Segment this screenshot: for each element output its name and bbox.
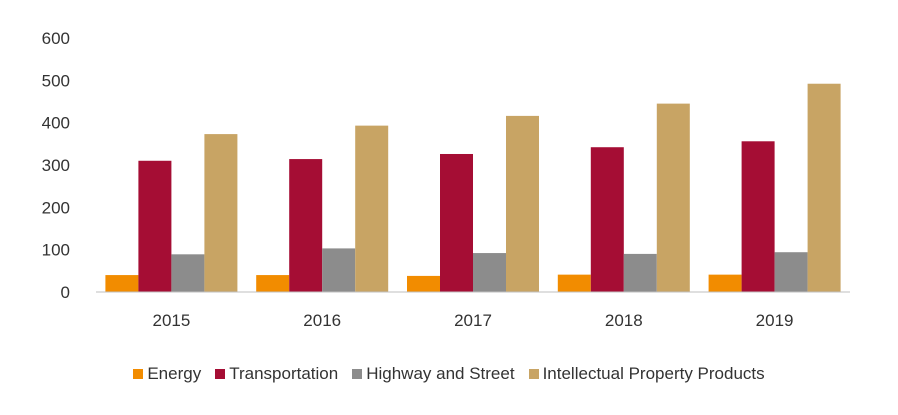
legend-item: Transportation — [215, 364, 338, 384]
legend-swatch — [528, 369, 539, 379]
bar — [322, 248, 356, 292]
bar — [774, 252, 808, 292]
bar — [171, 254, 205, 292]
bar — [623, 253, 657, 292]
legend: Energy Transportation Highway and Street In… — [0, 364, 898, 384]
x-tick-label: 2018 — [605, 311, 643, 330]
bar — [506, 115, 539, 292]
bar — [256, 275, 290, 292]
y-axis-ticks: 0 100 200 300 400 500 600 — [42, 29, 70, 302]
legend-item: Highway and Street — [352, 364, 515, 384]
bar — [440, 153, 473, 292]
legend-swatch — [133, 369, 144, 379]
bar — [708, 274, 742, 292]
bar — [741, 141, 775, 292]
bar — [473, 253, 506, 292]
bar — [807, 83, 841, 292]
bars — [105, 83, 841, 293]
y-tick-label: 500 — [42, 71, 70, 90]
x-tick-label: 2015 — [152, 311, 190, 330]
legend-item: Intellectual Property Products — [528, 364, 765, 384]
bar — [557, 274, 591, 292]
x-tick-label: 2016 — [303, 311, 341, 330]
bar — [105, 275, 139, 292]
bar — [656, 103, 690, 293]
y-tick-label: 400 — [42, 114, 70, 133]
x-axis-ticks: 2015 2016 2017 2018 2019 — [152, 311, 793, 330]
x-tick-label: 2017 — [454, 311, 492, 330]
bar — [289, 159, 323, 292]
bar — [407, 275, 440, 292]
legend-label: Energy — [147, 364, 202, 383]
bar — [204, 134, 238, 292]
legend-swatch — [215, 369, 226, 379]
legend-label: Transportation — [229, 364, 339, 383]
bar — [355, 125, 389, 292]
bar — [138, 160, 172, 292]
legend-label: Intellectual Property Products — [542, 364, 765, 383]
bar-chart: 0 100 200 300 400 500 600 2015 2016 2017 2018 2019 — [42, 29, 850, 330]
bar — [590, 147, 624, 292]
y-tick-label: 200 — [42, 198, 70, 217]
x-tick-label: 2019 — [756, 311, 794, 330]
y-tick-label: 300 — [42, 156, 70, 175]
y-tick-label: 600 — [42, 29, 70, 48]
legend-label: Highway and Street — [366, 364, 515, 383]
y-tick-label: 0 — [61, 283, 70, 302]
legend-item: Energy — [133, 364, 201, 384]
y-tick-label: 100 — [42, 241, 70, 260]
legend-swatch — [352, 369, 363, 379]
